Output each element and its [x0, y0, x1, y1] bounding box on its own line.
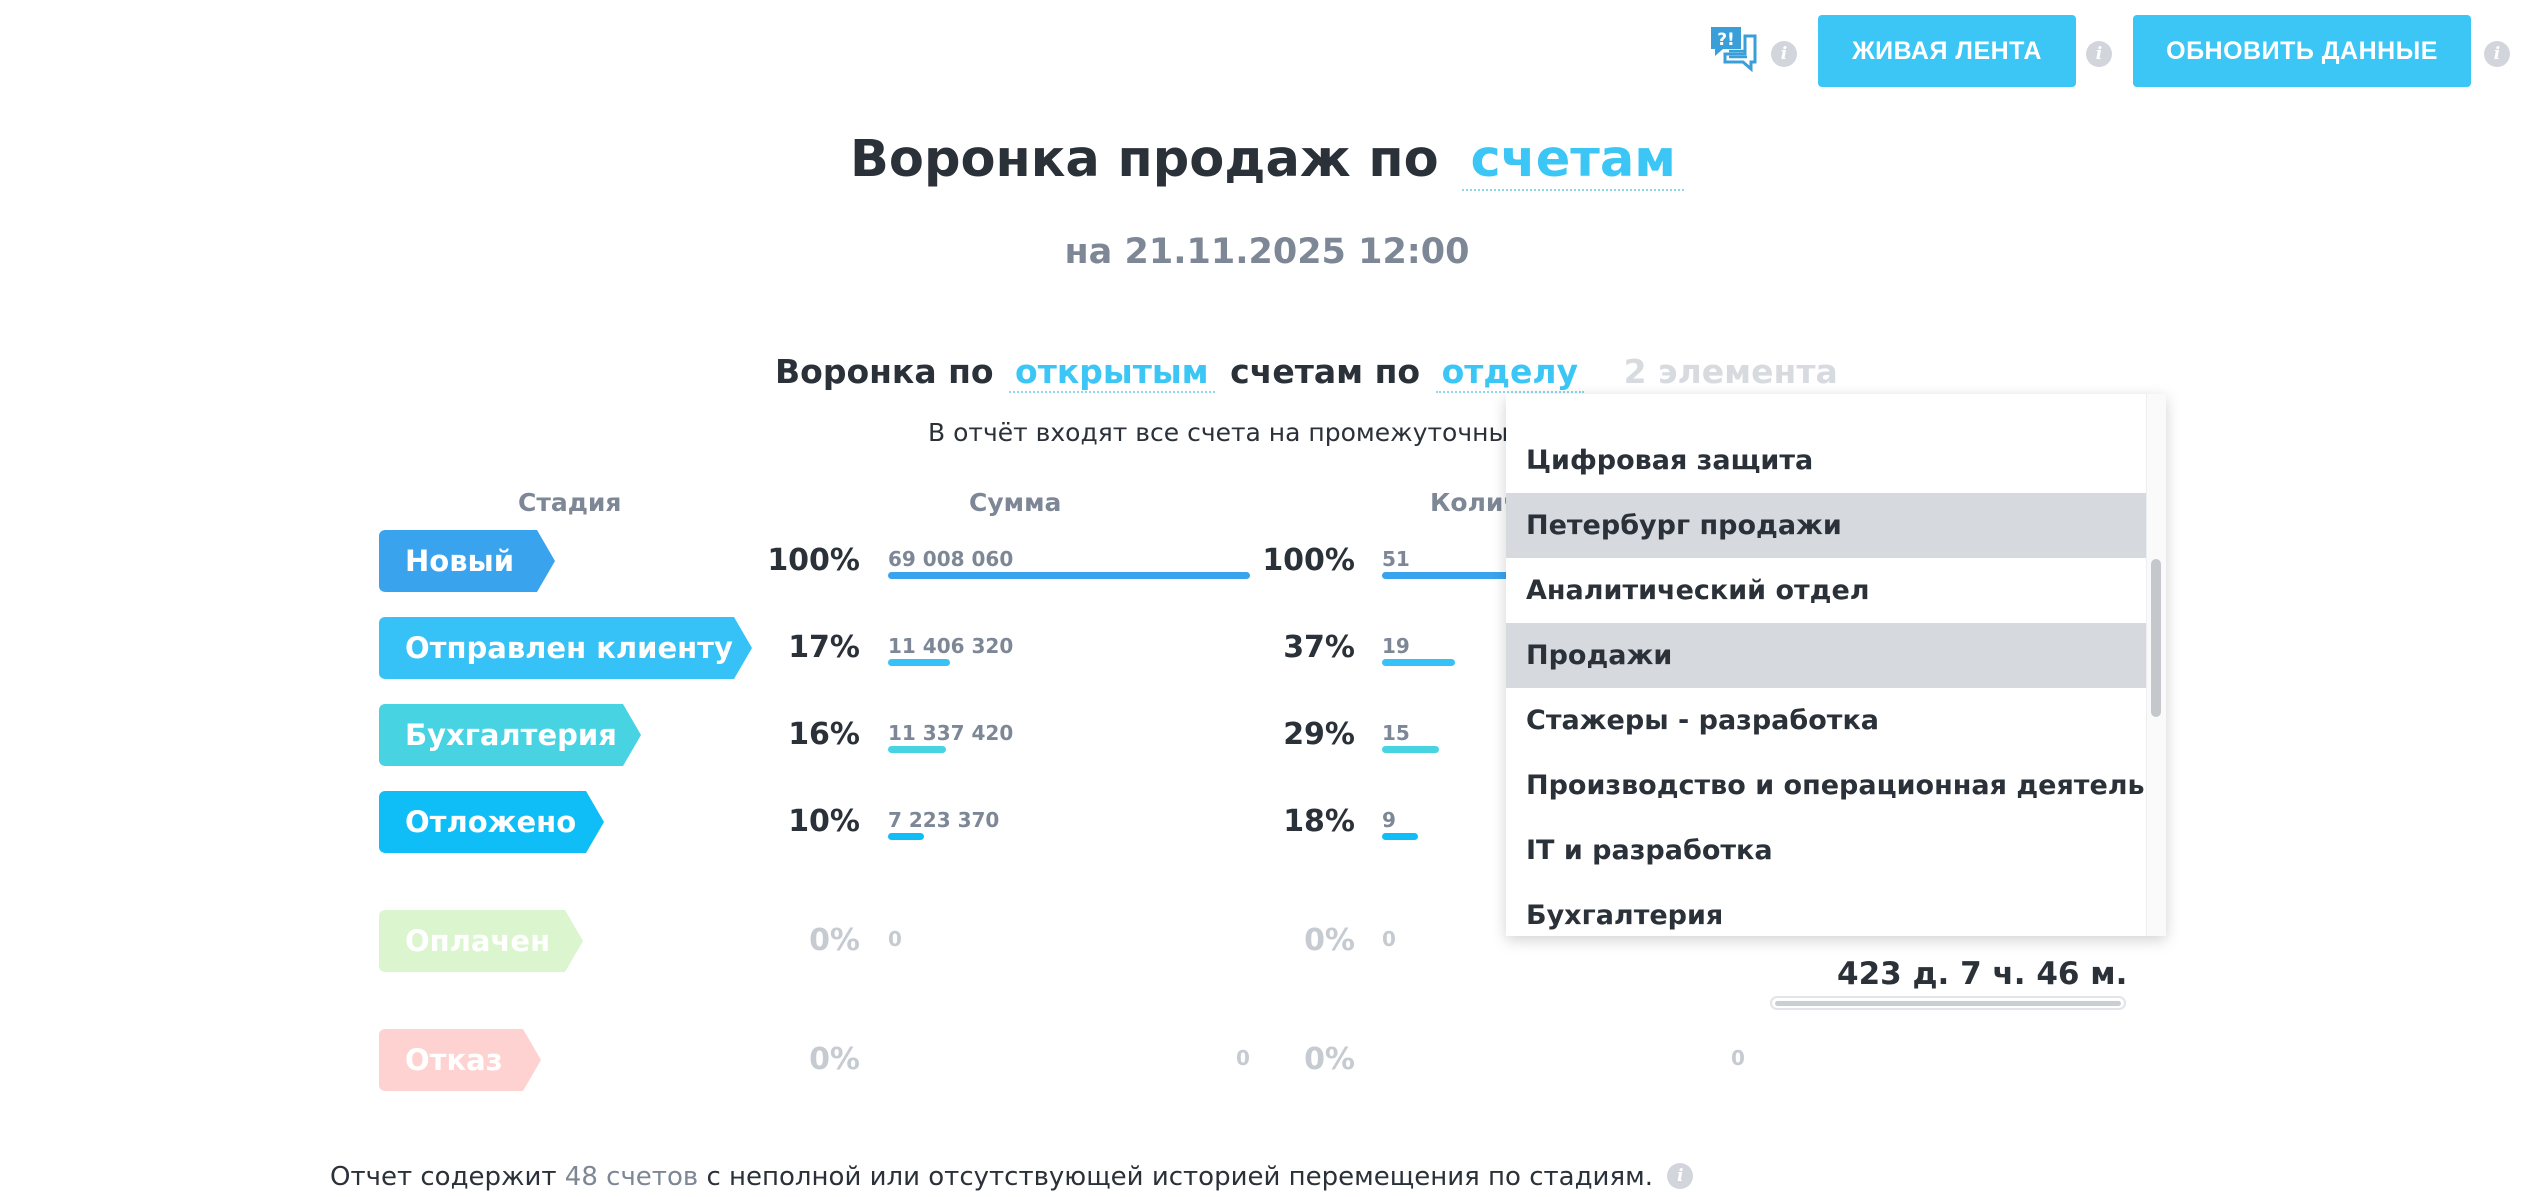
info-icon[interactable]: i — [1771, 41, 1797, 67]
dropdown-option[interactable]: Петербург продажи — [1506, 493, 2146, 558]
state-filter-link[interactable]: открытым — [1009, 352, 1215, 393]
dropdown-option[interactable]: Стажеры - разработка — [1526, 705, 1879, 736]
sum-percent: 17% — [788, 630, 860, 665]
sum-percent: 0% — [809, 1042, 860, 1077]
count-percent: 0% — [1304, 1042, 1355, 1077]
live-feed-button[interactable]: ЖИВАЯ ЛЕНТА — [1818, 15, 2076, 87]
sum-percent: 100% — [767, 543, 860, 578]
count-value: 15 — [1382, 721, 1410, 745]
sum-value: 7 223 370 — [888, 808, 1000, 832]
duration-bar — [1770, 996, 2126, 1010]
count-value: 9 — [1382, 808, 1396, 832]
count-percent: 18% — [1283, 804, 1355, 839]
selected-count[interactable]: 2 элемента — [1623, 352, 1838, 391]
info-icon[interactable]: i — [2484, 41, 2510, 67]
sum-bar — [888, 572, 1250, 579]
sum-percent: 0% — [809, 923, 860, 958]
incomplete-invoices-link[interactable]: 48 счетов — [564, 1162, 699, 1192]
funnel-filter: Воронка по открытым счетам по отделу 2 э… — [775, 352, 1838, 393]
report-date: на 21.11.2025 12:00 — [1064, 232, 1470, 272]
report-footer: Отчет содержит 48 счетов с неполной или … — [330, 1162, 1694, 1192]
report-note: В отчёт входят все счета на промежуточны… — [928, 418, 1560, 447]
stage-badge[interactable]: Оплачен — [379, 910, 583, 972]
refresh-data-button[interactable]: ОБНОВИТЬ ДАННЫЕ — [2133, 15, 2471, 87]
title-prefix: Воронка продаж по — [850, 130, 1439, 189]
sum-value: 69 008 060 — [888, 547, 1014, 571]
stage-badge[interactable]: Отправлен клиенту — [379, 617, 752, 679]
sum-percent: 16% — [788, 717, 860, 752]
dropdown-option[interactable]: Производство и операционная деятельность — [1526, 770, 2166, 801]
dropdown-option[interactable]: Аналитический отдел — [1526, 575, 1870, 606]
group-filter-link[interactable]: отделу — [1435, 352, 1585, 393]
count-value: 0 — [1731, 1046, 1745, 1070]
svg-text:?!: ?! — [1717, 30, 1735, 50]
footer-suffix: с неполной или отсутствующей историей пе… — [706, 1162, 1653, 1192]
count-bar — [1382, 659, 1455, 666]
sum-bar — [888, 746, 946, 753]
count-bar — [1382, 572, 1580, 579]
stage-badge[interactable]: Бухгалтерия — [379, 704, 641, 766]
stage-badge[interactable]: Отказ — [379, 1029, 541, 1091]
count-bar — [1382, 746, 1439, 753]
count-percent: 29% — [1283, 717, 1355, 752]
count-percent: 37% — [1283, 630, 1355, 665]
stage-badge[interactable]: Отложено — [379, 791, 604, 853]
count-value: 0 — [1382, 927, 1396, 951]
sum-value: 11 337 420 — [888, 721, 1014, 745]
question-chat-icon[interactable]: ?! — [1707, 24, 1759, 76]
count-value: 51 — [1382, 547, 1410, 571]
count-bar — [1382, 833, 1418, 840]
stage-badge[interactable]: Новый — [379, 530, 555, 592]
column-header-count: Колич — [1430, 488, 1521, 517]
info-icon[interactable]: i — [2086, 41, 2112, 67]
dropdown-option[interactable]: Цифровая защита — [1526, 445, 1814, 476]
count-percent: 0% — [1304, 923, 1355, 958]
page-title: Воронка продаж по счетам — [0, 130, 2534, 191]
count-percent: 100% — [1262, 543, 1355, 578]
dropdown-scrollbar[interactable] — [2146, 394, 2166, 936]
footer-prefix: Отчет содержит — [330, 1162, 557, 1192]
column-header-sum: Сумма — [969, 488, 1062, 517]
filter-middle: счетам по — [1230, 352, 1421, 391]
column-header-stage: Стадия — [518, 488, 622, 517]
sum-value: 11 406 320 — [888, 634, 1014, 658]
scrollbar-thumb[interactable] — [2151, 559, 2161, 717]
average-duration: 423 д. 7 ч. 46 м. — [1837, 956, 2128, 992]
entity-selector-link[interactable]: счетам — [1462, 130, 1684, 191]
sum-bar — [888, 659, 950, 666]
filter-prefix: Воронка по — [775, 352, 994, 391]
dropdown-option[interactable]: Бухгалтерия — [1526, 900, 1724, 931]
sum-bar — [888, 833, 924, 840]
count-value: 19 — [1382, 634, 1410, 658]
sum-percent: 10% — [788, 804, 860, 839]
sum-value: 0 — [1236, 1046, 1250, 1070]
dropdown-option[interactable]: Продажи — [1506, 623, 2146, 688]
dropdown-option[interactable]: IT и разработка — [1526, 835, 1773, 866]
sum-value: 0 — [888, 927, 902, 951]
department-dropdown[interactable]: Цифровая защита Петербург продажи Аналитич… — [1506, 394, 2166, 936]
info-icon[interactable]: i — [1667, 1162, 1694, 1189]
